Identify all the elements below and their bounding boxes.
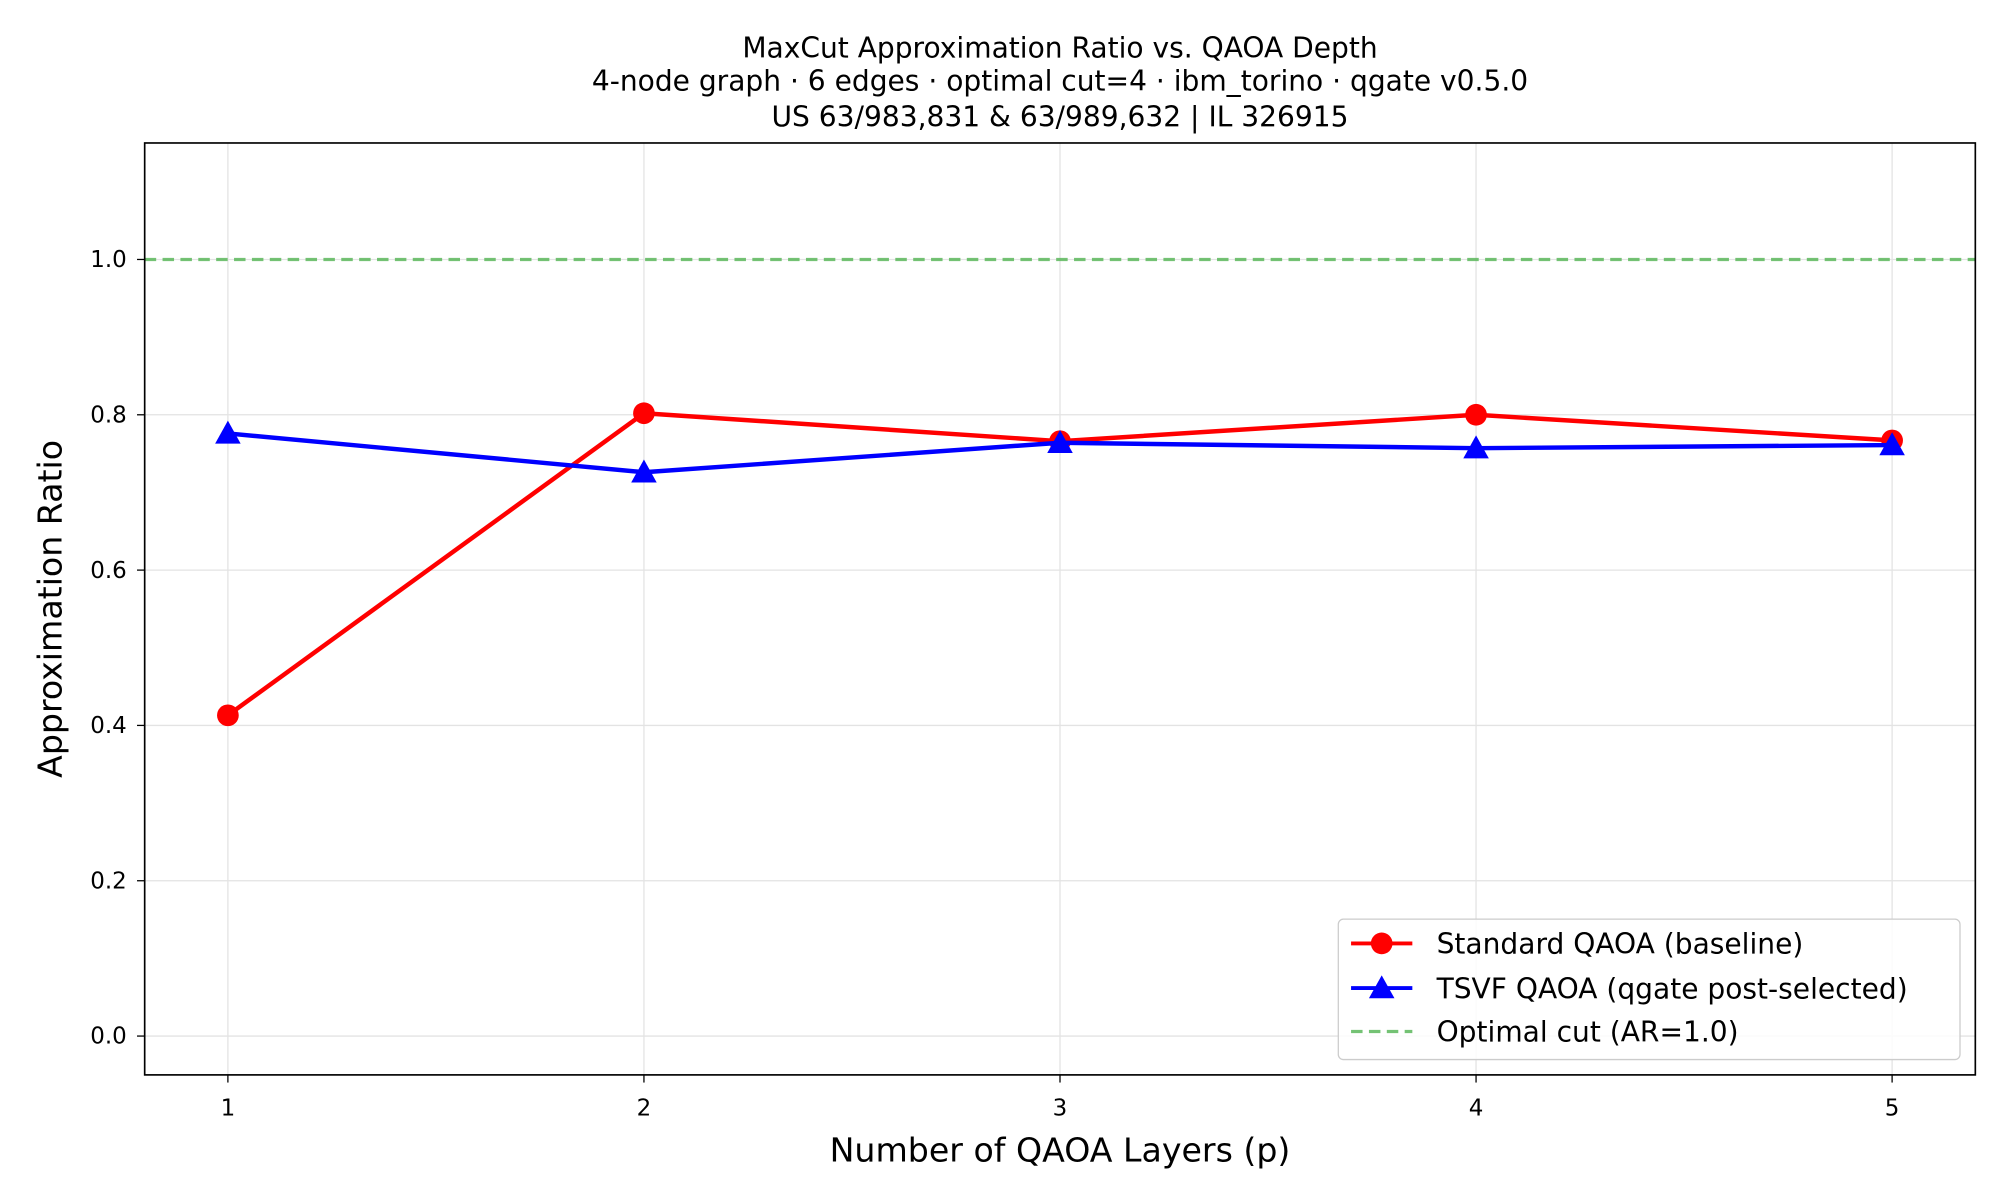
x-axis-label: Number of QAOA Layers (p): [830, 1131, 1291, 1170]
data-point-triangle: [1463, 435, 1489, 459]
y-tick-label: 1.0: [90, 247, 127, 273]
legend-marker-standard: [1370, 932, 1393, 955]
data-point-triangle: [215, 420, 241, 444]
legend-label-tsvf: TSVF QAOA (qgate post-selected): [1436, 972, 1908, 1005]
y-tick-label: 0.6: [90, 558, 127, 584]
ticks: 1 2 3 4 5 0.0 0.2 0.4 0.6 0.8 1.0: [90, 247, 1899, 1122]
legend-marker-tsvf: [1368, 975, 1395, 999]
plot-area: [144, 257, 1976, 727]
x-tick-label: 3: [1053, 1096, 1068, 1122]
y-tick-label: 0.8: [90, 402, 127, 428]
data-point-triangle: [1047, 429, 1073, 453]
data-point-triangle: [631, 459, 657, 483]
y-tick-label: 0.2: [90, 868, 127, 894]
x-tick-label: 4: [1469, 1096, 1484, 1122]
chart-title-line-2: 4-node graph · 6 edges · optimal cut=4 ·…: [592, 65, 1528, 98]
data-point-circle: [217, 704, 239, 727]
y-tick-label: 0.0: [90, 1024, 127, 1050]
legend: Standard QAOA (baseline) TSVF QAOA (qgat…: [1337, 918, 1961, 1061]
x-tick-label: 2: [637, 1096, 652, 1122]
x-tick-label: 1: [221, 1096, 236, 1122]
legend-label-optimal: Optimal cut (AR=1.0): [1437, 1016, 1739, 1049]
legend-box: [1337, 918, 1961, 1061]
chart-title-line-3: US 63/983,831 & 63/989,632 | IL 326915: [771, 100, 1348, 133]
y-tick-label: 0.4: [90, 713, 127, 739]
data-point-circle: [633, 402, 655, 425]
y-axis-label: Approximation Ratio: [31, 440, 70, 778]
chart-title-line-1: MaxCut Approximation Ratio vs. QAOA Dept…: [742, 31, 1377, 64]
legend-label-standard: Standard QAOA (baseline): [1437, 928, 1804, 961]
x-tick-label: 5: [1885, 1096, 1900, 1122]
data-point-triangle: [1879, 432, 1905, 456]
data-point-circle: [1465, 403, 1487, 426]
